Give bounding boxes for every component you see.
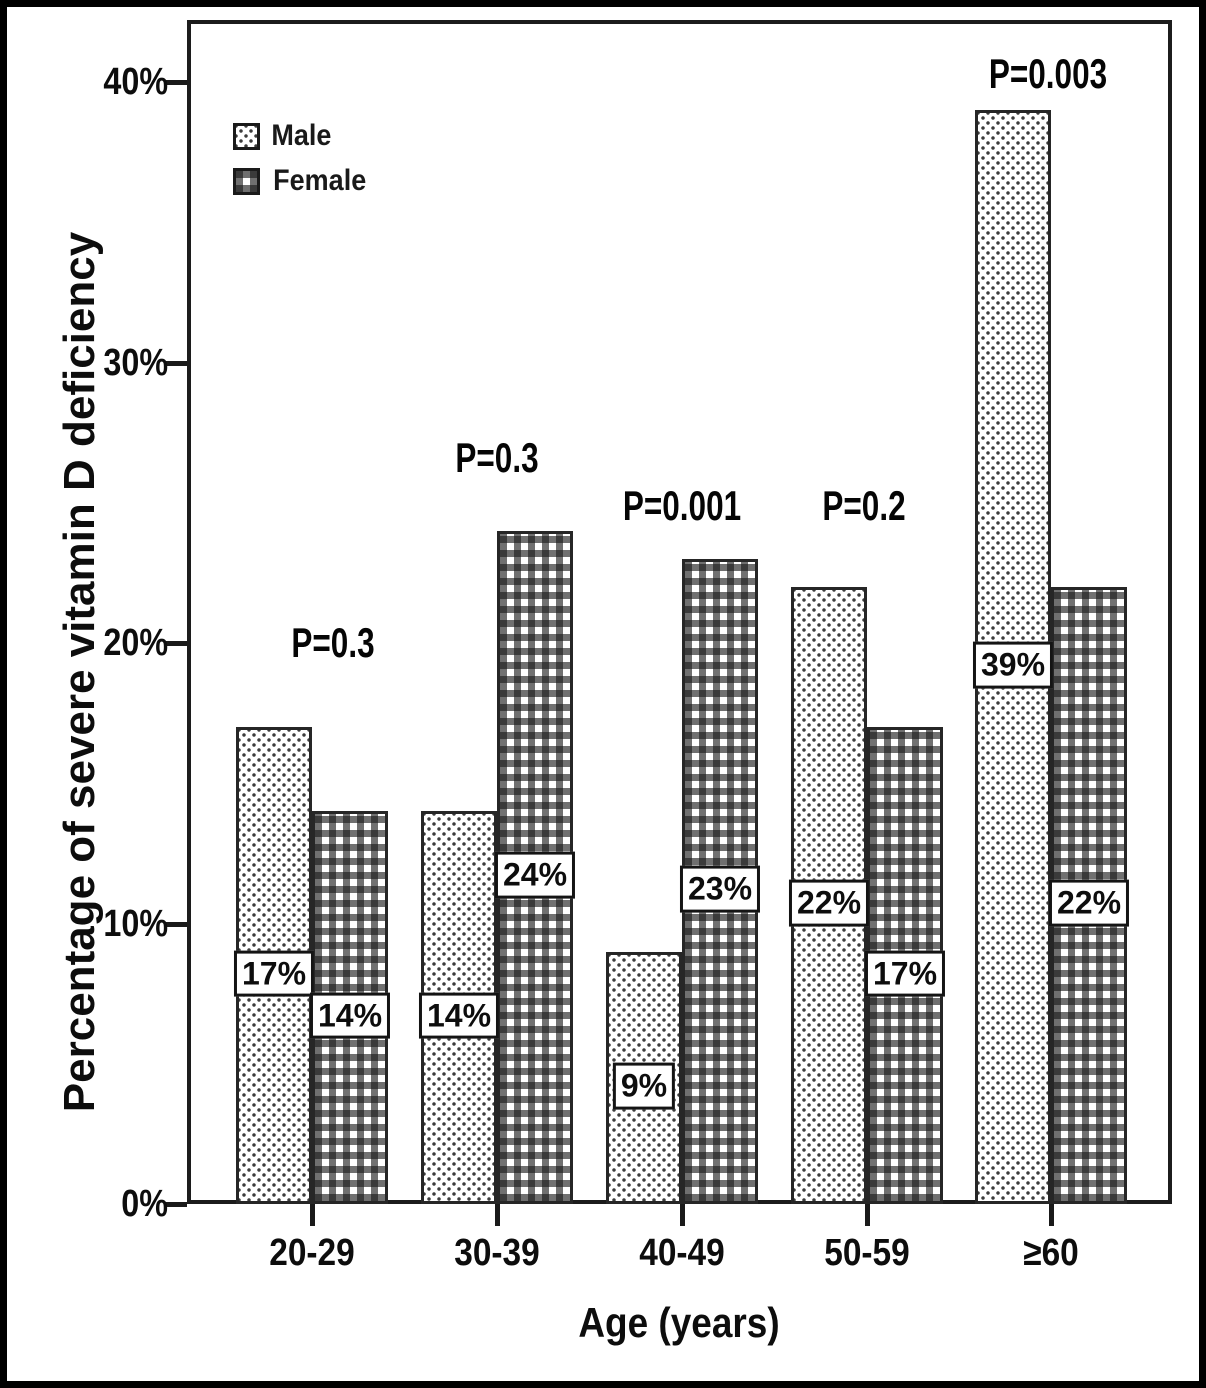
bar-value-label: 39% [972,641,1054,689]
y-axis-title: Percentage of severe vitamin D deficienc… [55,232,105,1112]
y-tick-label: 20% [80,617,168,669]
y-tick-label: 30% [80,337,168,389]
x-tick-mark [310,1204,315,1226]
legend-item-female: Female [233,164,371,198]
legend-item-male: Male [233,119,371,153]
p-value-label: P=0.003 [969,50,1127,98]
x-tick-label: 30-39 [448,1232,545,1275]
y-tick-label-text: 10% [103,902,168,945]
bar-value-label: 14% [309,992,391,1040]
x-tick-mark [1049,1204,1054,1226]
y-axis-title-text: Percentage of severe vitamin D deficienc… [55,231,104,1113]
legend-label: Male [268,119,335,153]
y-tick-label-text: 20% [103,622,168,664]
x-tick-mark [680,1204,685,1226]
x-tick-mark [865,1204,870,1226]
bar-value-label: 24% [494,851,576,899]
p-value-label: P=0.3 [442,434,553,482]
legend-label-text: Female [273,164,367,197]
bar-value-label: 22% [1048,880,1130,927]
legend-label-text: Male [271,119,332,152]
p-value-text: P=0.2 [822,481,906,529]
y-tick-mark [165,641,187,646]
check-pattern-swatch [233,167,260,195]
y-tick-label: 10% [80,898,168,950]
x-tick-label: 40-49 [633,1232,730,1275]
x-axis-title: Age (years) [565,1299,794,1347]
y-tick-label: 40% [80,56,168,108]
x-axis-title-text: Age (years) [578,1299,780,1346]
x-tick-label: ≥60 [1019,1232,1082,1275]
bar-value-label: 9% [612,1062,676,1110]
x-tick-label-text: 50-59 [824,1232,910,1274]
x-tick-label-text: 40-49 [639,1232,725,1274]
p-value-text: P=0.003 [988,49,1108,97]
legend: Male Female [233,119,371,209]
bar-value-label: 14% [418,992,500,1040]
y-tick-label-text: 30% [103,341,168,384]
x-tick-label-text: 30-39 [454,1232,540,1274]
bar-value-label: 17% [233,950,315,997]
y-tick-mark [165,360,187,366]
bar-value-label: 22% [788,880,870,927]
dots-pattern-swatch [233,122,260,150]
y-tick-label-text: 0% [121,1183,168,1225]
x-tick-label-text: 20-29 [269,1232,355,1274]
p-value-label: P=0.3 [278,619,389,667]
x-tick-mark [495,1204,500,1226]
y-tick-mark [165,1202,187,1207]
x-tick-label: 50-59 [818,1232,915,1275]
bar-value-label: 17% [864,950,946,997]
y-tick-mark [165,921,187,927]
p-value-label: P=0.001 [603,482,761,530]
x-tick-label: 20-29 [263,1232,360,1275]
legend-label: Female [268,164,371,198]
y-tick-label: 0% [80,1178,168,1230]
y-tick-label-text: 40% [103,61,168,103]
p-value-text: P=0.3 [455,433,539,481]
x-tick-label-text: ≥60 [1023,1232,1079,1274]
y-tick-mark [165,80,187,85]
p-value-label: P=0.2 [809,482,920,530]
p-value-text: P=0.3 [291,619,375,666]
bar-value-label: 23% [679,866,761,913]
p-value-text: P=0.001 [622,481,742,529]
